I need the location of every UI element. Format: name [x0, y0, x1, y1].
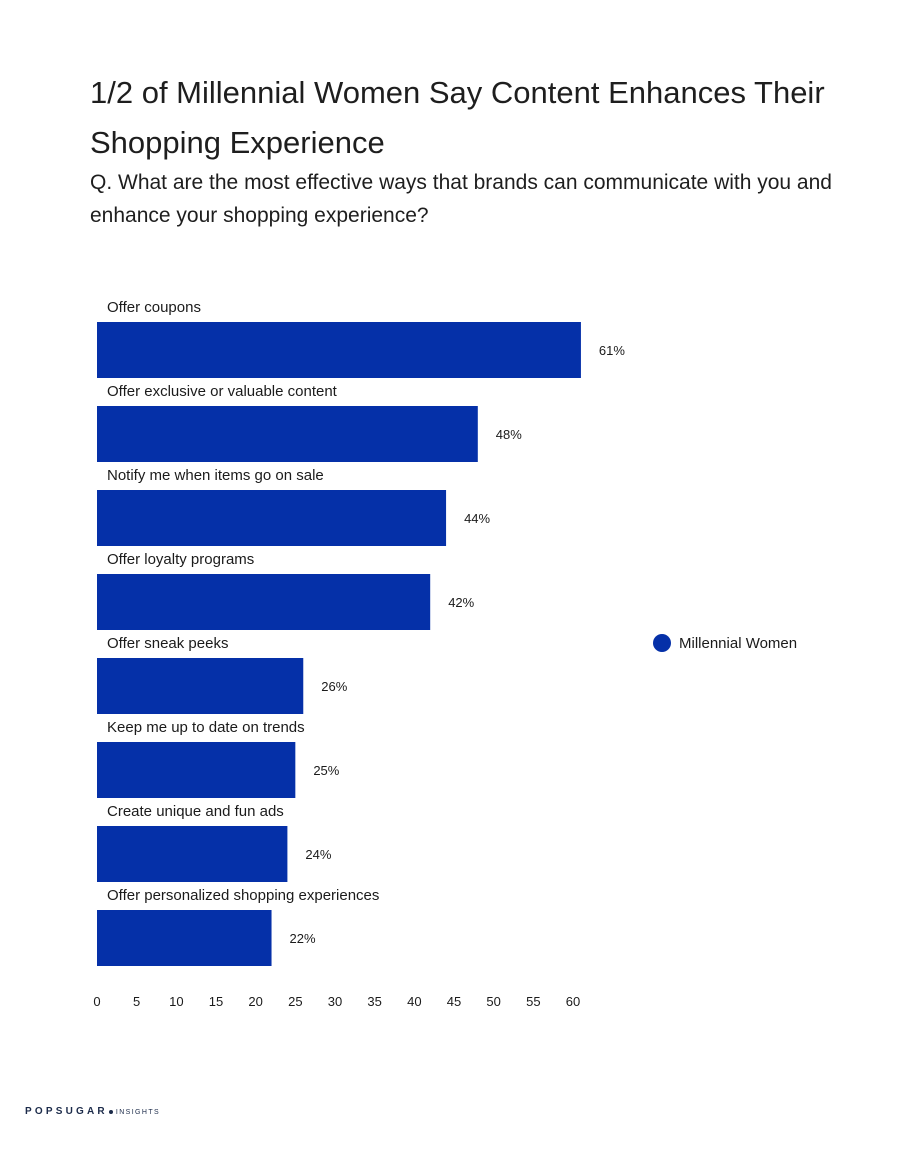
data-label: 42%	[448, 595, 474, 610]
legend-label: Millennial Women	[679, 635, 797, 652]
data-label: 44%	[464, 511, 490, 526]
category-labels-layer: Offer coupons Offer exclusive or valuable…	[107, 299, 379, 904]
bar	[97, 406, 478, 462]
brand-dot-icon	[108, 1110, 113, 1114]
brand-logo: POPSUGAR INSIGHTS	[25, 1106, 160, 1117]
category-label: Keep me up to date on trends	[107, 719, 305, 736]
category-label: Notify me when items go on sale	[107, 467, 324, 484]
bar	[97, 322, 581, 378]
bar	[97, 742, 296, 798]
data-label: 24%	[305, 847, 331, 862]
category-label: Offer coupons	[107, 299, 201, 316]
category-label: Offer exclusive or valuable content	[107, 383, 338, 400]
data-label: 25%	[313, 763, 339, 778]
x-tick-label: 15	[209, 994, 223, 1009]
legend-marker-icon	[653, 634, 671, 652]
data-label: 26%	[321, 679, 347, 694]
legend: Millennial Women	[653, 634, 797, 652]
category-label: Offer loyalty programs	[107, 551, 254, 568]
data-label: 61%	[599, 343, 625, 358]
chart-title: 1/2 of Millennial Women Say Content Enha…	[90, 75, 825, 160]
value-labels-layer: 61% 48% 44% 42% 26% 25% 24% 22%	[290, 343, 626, 946]
x-tick-label: 20	[248, 994, 262, 1009]
x-tick-label: 60	[566, 994, 580, 1009]
category-label: Create unique and fun ads	[107, 803, 284, 820]
x-tick-label: 40	[407, 994, 421, 1009]
chart-subtitle: Q. What are the most effective ways that…	[90, 171, 832, 227]
bar	[97, 910, 272, 966]
x-axis: 0 5 10 15 20 25 30 35 40 45 50 55 60	[93, 994, 580, 1009]
x-tick-label: 0	[93, 994, 100, 1009]
x-tick-label: 25	[288, 994, 302, 1009]
bar	[97, 658, 304, 714]
data-label: 48%	[496, 427, 522, 442]
x-tick-label: 45	[447, 994, 461, 1009]
x-tick-label: 35	[367, 994, 381, 1009]
brand-name: POPSUGAR	[25, 1106, 108, 1117]
x-tick-label: 55	[526, 994, 540, 1009]
bar	[97, 574, 431, 630]
category-label: Offer personalized shopping experiences	[107, 887, 379, 904]
bars-layer	[97, 322, 581, 966]
x-tick-label: 10	[169, 994, 183, 1009]
bar	[97, 826, 288, 882]
x-tick-label: 5	[133, 994, 140, 1009]
category-label: Offer sneak peeks	[107, 635, 228, 652]
brand-subname: INSIGHTS	[115, 1109, 161, 1116]
data-label: 22%	[290, 931, 316, 946]
x-tick-label: 50	[486, 994, 500, 1009]
x-tick-label: 30	[328, 994, 342, 1009]
bar	[97, 490, 447, 546]
